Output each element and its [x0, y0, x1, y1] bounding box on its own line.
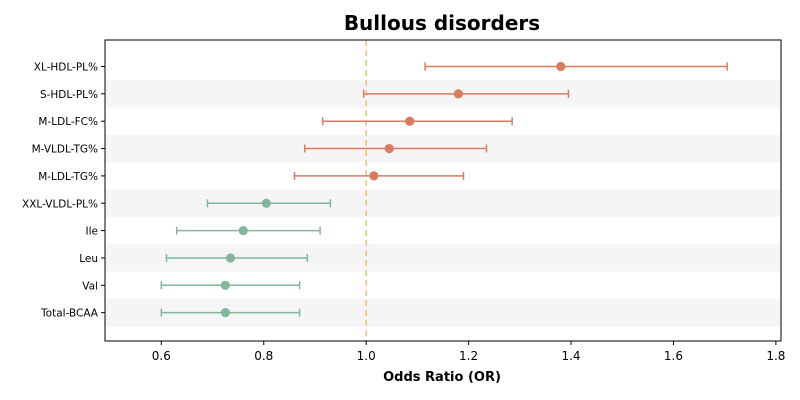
x-tick-label: 1.8	[766, 349, 785, 363]
x-axis-label: Odds Ratio (OR)	[383, 370, 501, 385]
point-estimate	[220, 280, 230, 290]
error-bars	[160, 62, 728, 317]
y-tick-label: Val	[82, 280, 98, 292]
y-tick-label: XXL-VLDL-PL%	[22, 198, 98, 210]
point-estimate	[384, 143, 394, 154]
point-estimate	[225, 253, 236, 263]
y-tick-label: Leu	[79, 253, 98, 265]
y-tick-label: M-VLDL-TG%	[32, 144, 98, 156]
x-axis-ticks: 0.6 0.8 1.0 1.2 1.4 1.6 1.8	[152, 341, 785, 363]
y-axis-ticks: XL-HDL-PL% S-HDL-PL% M-LDL-FC% M-VLDL-TG% M-…	[22, 62, 105, 320]
x-tick-label: 1.6	[664, 349, 683, 363]
x-tick-label: 1.0	[357, 349, 376, 363]
row-stripe	[105, 189, 781, 217]
point-estimate	[453, 89, 463, 99]
y-tick-label: Total-BCAA	[40, 308, 99, 320]
y-tick-label: Ile	[86, 226, 98, 238]
point-estimate	[261, 198, 271, 208]
point-estimate	[238, 226, 248, 236]
point-estimate	[556, 61, 566, 72]
point-estimates	[220, 61, 566, 318]
point-estimate	[405, 116, 415, 126]
x-tick-label: 1.2	[459, 349, 478, 363]
x-tick-label: 0.8	[254, 349, 273, 363]
chart-title: Bullous disorders	[344, 11, 540, 35]
y-tick-label: XL-HDL-PL%	[34, 62, 98, 74]
point-estimate	[369, 171, 379, 181]
point-estimate	[220, 308, 230, 318]
x-tick-label: 1.4	[561, 349, 580, 363]
y-tick-label: S-HDL-PL%	[40, 89, 98, 101]
y-tick-label: M-LDL-FC%	[38, 116, 98, 128]
y-tick-label: M-LDL-TG%	[38, 171, 98, 183]
row-stripes	[105, 80, 781, 327]
x-tick-label: 0.6	[152, 349, 171, 363]
plot-frame	[104, 39, 782, 342]
